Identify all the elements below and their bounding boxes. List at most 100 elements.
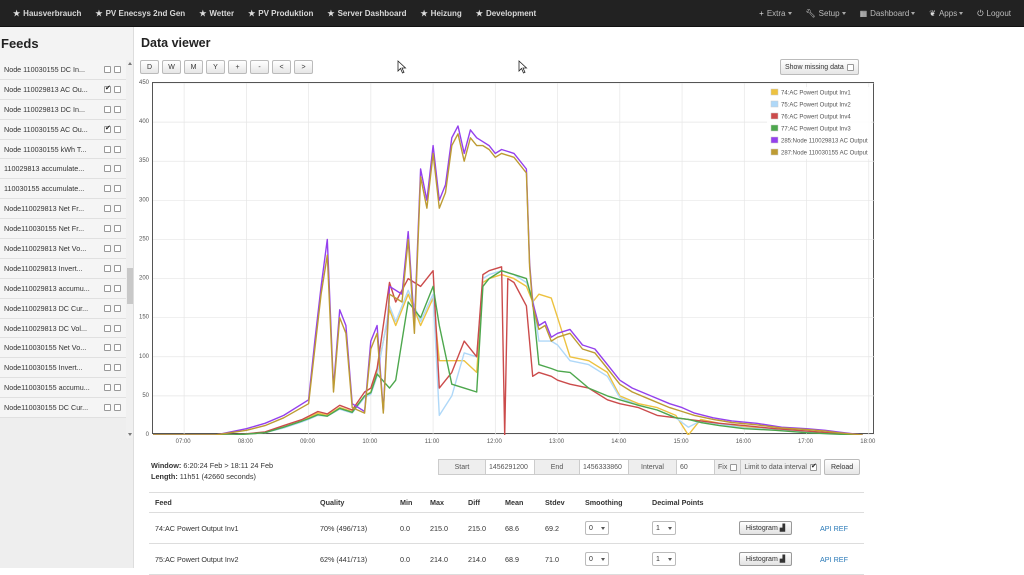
feed-left-axis-checkbox[interactable] xyxy=(104,65,111,73)
feed-right-axis-checkbox[interactable] xyxy=(114,324,121,332)
pan-right-button[interactable]: > xyxy=(294,60,313,74)
show-missing-checkbox[interactable] xyxy=(846,63,854,71)
nav-item-apps[interactable]: ❦ Apps xyxy=(922,0,970,27)
feed-left-axis-checkbox[interactable] xyxy=(104,284,111,292)
line-chart[interactable]: 74:AC Powert Output Inv1 75:AC Powert Out… xyxy=(153,83,875,435)
smoothing-select[interactable]: 0 xyxy=(585,552,609,566)
feed-right-axis-checkbox[interactable] xyxy=(114,65,121,73)
feed-left-axis-checkbox[interactable] xyxy=(104,304,111,312)
feed-left-axis-checkbox[interactable] xyxy=(104,324,111,332)
nav-item-dashboard[interactable]: ▦ Dashboard xyxy=(853,0,923,27)
feed-right-axis-checkbox[interactable] xyxy=(114,85,121,93)
fix-checkbox[interactable] xyxy=(730,463,738,471)
histogram-button[interactable]: Histogram ▟ xyxy=(739,552,792,566)
feed-item[interactable]: Node110029813 DC Cur... xyxy=(0,298,126,319)
api-ref-link[interactable]: API REF xyxy=(820,523,848,533)
feed-item[interactable]: Node110029813 Net Fr... xyxy=(0,199,126,220)
feed-left-axis-checkbox[interactable] xyxy=(104,384,111,392)
feed-item[interactable]: Node 110029813 DC In... xyxy=(0,99,126,120)
nav-item-logout[interactable]: ⏻ Logout xyxy=(977,8,1011,19)
feed-left-axis-checkbox[interactable] xyxy=(104,145,111,153)
header-mean: Mean xyxy=(505,498,524,507)
scroll-down-icon[interactable] xyxy=(128,433,132,436)
scroll-thumb[interactable] xyxy=(127,268,133,304)
smoothing-select[interactable]: 0 xyxy=(585,521,609,535)
feed-right-axis-checkbox[interactable] xyxy=(114,125,121,133)
feed-right-axis-checkbox[interactable] xyxy=(114,225,121,233)
feed-right-axis-checkbox[interactable] xyxy=(114,384,121,392)
feed-right-axis-checkbox[interactable] xyxy=(114,185,121,193)
sidebar-scrollbar[interactable] xyxy=(126,60,133,438)
feed-left-axis-checkbox[interactable] xyxy=(104,185,111,193)
day-button[interactable]: D xyxy=(140,60,159,74)
interval-input[interactable]: 60 xyxy=(677,459,715,475)
feed-item[interactable]: Node110029813 Net Vo... xyxy=(0,239,126,259)
limit-interval-checkbox[interactable] xyxy=(810,462,817,471)
feed-item[interactable]: 110030155 accumulate... xyxy=(0,179,126,200)
feed-item[interactable]: Node 110030155 kWh T... xyxy=(0,139,126,160)
nav-item-setup[interactable]: 🔧︎ Setup xyxy=(799,0,853,27)
nav-item-wetter[interactable]: ★ Wetter xyxy=(199,9,235,18)
feed-left-axis-checkbox[interactable] xyxy=(104,225,111,233)
feed-right-axis-checkbox[interactable] xyxy=(114,244,121,252)
feed-item[interactable]: Node110030155 accumu... xyxy=(0,378,126,399)
feed-left-axis-checkbox[interactable] xyxy=(104,84,111,93)
feed-item[interactable]: Node 110029813 AC Ou... xyxy=(0,79,126,100)
start-input[interactable]: 1456291200 xyxy=(486,459,535,475)
end-input[interactable]: 1456333860 xyxy=(580,459,629,475)
chart-legend: 74:AC Powert Output Inv1 75:AC Powert Out… xyxy=(767,87,871,159)
feed-left-axis-checkbox[interactable] xyxy=(104,165,111,173)
feed-item[interactable]: Node110030155 Net Fr... xyxy=(0,219,126,240)
feed-left-axis-checkbox[interactable] xyxy=(104,264,111,272)
decimal-points-select[interactable]: 1 xyxy=(652,521,676,535)
feed-right-axis-checkbox[interactable] xyxy=(114,105,121,113)
feed-left-axis-checkbox[interactable] xyxy=(104,105,111,113)
feed-item[interactable]: 110029813 accumulate... xyxy=(0,159,126,180)
nav-item-server-dashboard[interactable]: ★ Server Dashboard xyxy=(327,9,407,18)
nav-item-pv-produktion[interactable]: ★ PV Produktion xyxy=(248,9,314,18)
zoom-in-button[interactable]: + xyxy=(228,60,247,74)
api-ref-link[interactable]: API REF xyxy=(820,554,848,564)
nav-item-extra[interactable]: + Extra xyxy=(752,0,798,27)
feed-right-axis-checkbox[interactable] xyxy=(114,165,121,173)
reload-button[interactable]: Reload xyxy=(824,459,861,475)
feed-right-axis-checkbox[interactable] xyxy=(114,344,121,352)
decimal-points-select[interactable]: 1 xyxy=(652,552,676,566)
feed-item[interactable]: Node 110030155 DC In... xyxy=(0,60,126,80)
scroll-up-icon[interactable] xyxy=(128,62,132,65)
feed-left-axis-checkbox[interactable] xyxy=(104,205,111,213)
feed-left-axis-checkbox[interactable] xyxy=(104,244,111,252)
feed-item[interactable]: Node110029813 DC Vol... xyxy=(0,318,126,339)
limit-interval-toggle[interactable]: Limit to data interval xyxy=(741,459,821,475)
feed-right-axis-checkbox[interactable] xyxy=(114,284,121,292)
year-button[interactable]: Y xyxy=(206,60,225,74)
nav-item-hausverbrauch[interactable]: ★ Hausverbrauch xyxy=(13,9,82,18)
fix-toggle[interactable]: Fix xyxy=(715,459,742,475)
nav-item-heizung[interactable]: ★ Heizung xyxy=(420,9,462,18)
zoom-out-button[interactable]: - xyxy=(250,60,269,74)
feed-item[interactable]: Node110030155 Invert... xyxy=(0,358,126,379)
chart-area[interactable]: 74:AC Powert Output Inv1 75:AC Powert Out… xyxy=(152,82,875,435)
feed-item[interactable]: Node110029813 Invert... xyxy=(0,258,126,279)
feed-right-axis-checkbox[interactable] xyxy=(114,205,121,213)
week-button[interactable]: W xyxy=(162,60,181,74)
feed-right-axis-checkbox[interactable] xyxy=(114,264,121,272)
feed-left-axis-checkbox[interactable] xyxy=(104,364,111,372)
feed-left-axis-checkbox[interactable] xyxy=(104,404,111,412)
pan-left-button[interactable]: < xyxy=(272,60,291,74)
month-button[interactable]: M xyxy=(184,60,203,74)
feed-left-axis-checkbox[interactable] xyxy=(104,124,111,133)
histogram-button[interactable]: Histogram ▟ xyxy=(739,521,792,535)
feed-right-axis-checkbox[interactable] xyxy=(114,304,121,312)
show-missing-data-button[interactable]: Show missing data xyxy=(780,59,859,75)
feed-left-axis-checkbox[interactable] xyxy=(104,344,111,352)
nav-item-development[interactable]: ★ Development xyxy=(475,9,537,18)
nav-item-pv-enecsys[interactable]: ★ PV Enecsys 2nd Gen xyxy=(95,9,186,18)
feed-item[interactable]: Node 110030155 AC Ou... xyxy=(0,119,126,140)
feed-right-axis-checkbox[interactable] xyxy=(114,404,121,412)
feed-right-axis-checkbox[interactable] xyxy=(114,145,121,153)
feed-item[interactable]: Node110030155 DC Cur... xyxy=(0,398,126,419)
feed-right-axis-checkbox[interactable] xyxy=(114,364,121,372)
feed-item[interactable]: Node110029813 accumu... xyxy=(0,278,126,299)
feed-item[interactable]: Node110030155 Net Vo... xyxy=(0,338,126,359)
